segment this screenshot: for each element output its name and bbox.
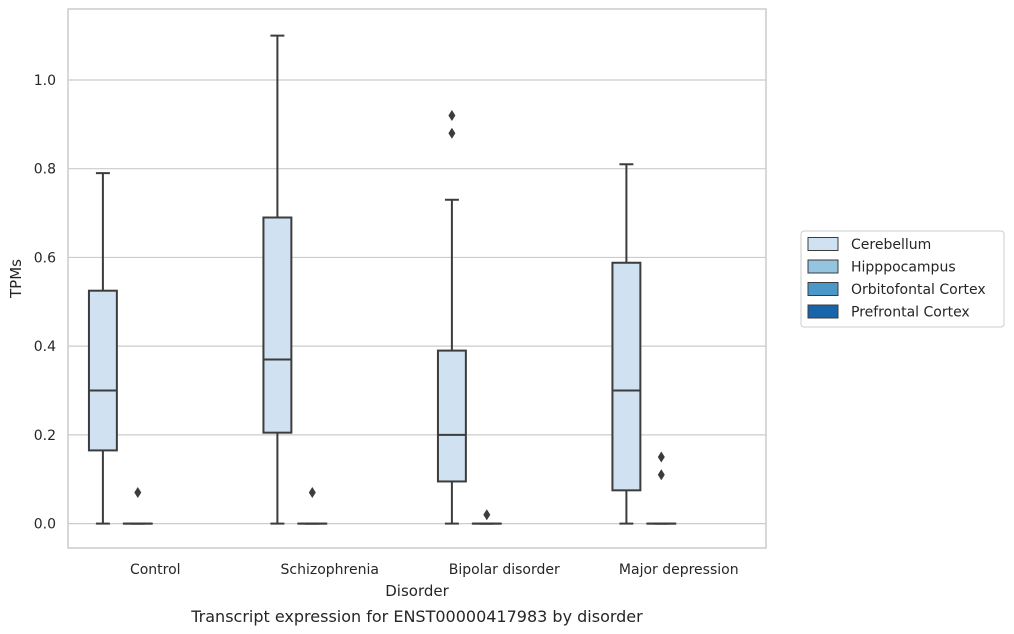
y-tick-labels: 0.0 0.2 0.4 0.6 0.8 1.0 xyxy=(34,73,56,533)
legend-swatch xyxy=(807,259,839,274)
box-cerebellum-3 xyxy=(611,163,642,525)
y-tick-label: 0.8 xyxy=(34,162,56,178)
outlier-point xyxy=(483,509,491,521)
y-axis-label: TPMs xyxy=(7,259,25,299)
box-plot-marks xyxy=(87,34,677,525)
legend-swatch xyxy=(807,282,839,296)
legend-label: Orbitofontal Cortex xyxy=(851,282,986,298)
y-tick-label: 0.6 xyxy=(34,250,56,266)
box-hipppocampus-0 xyxy=(122,487,153,525)
y-tick-label: 1.0 xyxy=(34,73,56,89)
x-tick-labels: Control Schizophrenia Bipolar disorder Majo… xyxy=(130,562,739,578)
legend-swatch xyxy=(807,237,839,251)
iqr-box xyxy=(87,289,118,452)
legend-label: Prefrontal Cortex xyxy=(851,305,970,321)
box-hipppocampus-1 xyxy=(297,487,328,525)
outlier-point xyxy=(134,487,142,499)
iqr-box xyxy=(436,349,467,483)
legend-frame xyxy=(800,230,1005,328)
plot-frame xyxy=(67,8,767,549)
outlier-point xyxy=(308,487,316,499)
legend-label: Hipppocampus xyxy=(851,260,956,276)
x-axis-label: Disorder xyxy=(385,582,449,600)
x-tick-label: Control xyxy=(130,562,181,578)
legend: Cerebellum Hipppocampus Orbitofontal Corte… xyxy=(800,230,1005,328)
x-tick-label: Schizophrenia xyxy=(281,562,379,578)
legend-swatch xyxy=(807,304,839,319)
outlier-point xyxy=(657,469,665,481)
y-tick-label: 0.2 xyxy=(34,428,56,444)
box-cerebellum-2 xyxy=(436,109,467,525)
iqr-box xyxy=(611,261,642,492)
chart-caption: Transcript expression for ENST0000041798… xyxy=(190,607,643,626)
box-cerebellum-0 xyxy=(87,172,118,525)
legend-label: Cerebellum xyxy=(851,237,931,253)
box-cerebellum-1 xyxy=(262,34,293,525)
outlier-point xyxy=(657,451,665,463)
outlier-point xyxy=(448,127,456,139)
x-tick-label: Bipolar disorder xyxy=(449,562,560,578)
iqr-box xyxy=(262,216,293,434)
x-tick-label: Major depression xyxy=(619,562,739,578)
y-tick-label: 0.4 xyxy=(34,339,56,355)
y-tick-label: 0.0 xyxy=(34,517,56,533)
box-hipppocampus-3 xyxy=(646,451,677,525)
outlier-point xyxy=(448,109,456,121)
box-hipppocampus-2 xyxy=(471,509,502,525)
